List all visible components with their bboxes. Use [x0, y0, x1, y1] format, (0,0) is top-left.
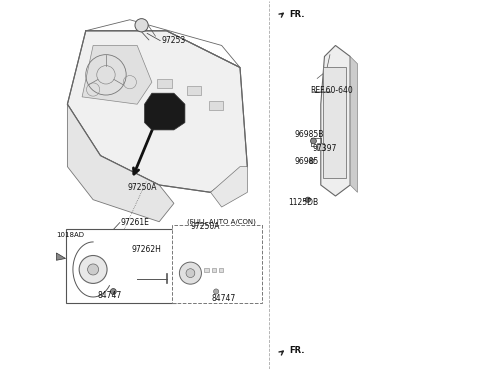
Circle shape: [135, 18, 148, 32]
Circle shape: [186, 269, 195, 278]
Circle shape: [214, 289, 219, 294]
Polygon shape: [56, 253, 66, 260]
Bar: [187, 86, 202, 95]
Circle shape: [180, 262, 202, 284]
Circle shape: [309, 159, 314, 164]
Circle shape: [311, 138, 316, 144]
Text: 97250A: 97250A: [128, 184, 157, 192]
Bar: [157, 78, 172, 88]
Text: 84747: 84747: [97, 292, 122, 300]
Polygon shape: [321, 46, 350, 196]
FancyBboxPatch shape: [172, 225, 262, 303]
Bar: [209, 101, 224, 110]
Bar: [317, 143, 324, 150]
Circle shape: [305, 197, 311, 202]
Bar: [212, 268, 216, 272]
Polygon shape: [67, 104, 174, 222]
Text: 84747: 84747: [211, 295, 236, 303]
Text: (FULL AUTO A/CON): (FULL AUTO A/CON): [187, 218, 256, 225]
Text: 97262H: 97262H: [132, 245, 162, 254]
Text: REF.60-640: REF.60-640: [310, 86, 352, 95]
Circle shape: [110, 289, 116, 295]
Text: 1125DB: 1125DB: [288, 198, 319, 207]
Text: 96985B: 96985B: [294, 130, 324, 139]
Text: 97261E: 97261E: [120, 218, 150, 227]
Circle shape: [88, 264, 98, 275]
Polygon shape: [144, 93, 185, 130]
Text: 1018AD: 1018AD: [56, 232, 84, 238]
Bar: [204, 268, 209, 272]
Bar: [219, 268, 224, 272]
Text: 97397: 97397: [312, 144, 337, 153]
Circle shape: [79, 256, 107, 283]
Text: 97253: 97253: [161, 36, 185, 45]
Text: 97250A: 97250A: [191, 222, 220, 231]
Text: FR.: FR.: [289, 346, 304, 356]
Bar: [323, 67, 347, 178]
Polygon shape: [82, 46, 152, 104]
Text: 96985: 96985: [294, 157, 319, 166]
Polygon shape: [350, 57, 358, 192]
Polygon shape: [67, 31, 247, 192]
Polygon shape: [211, 166, 247, 207]
Text: FR.: FR.: [289, 10, 304, 19]
FancyBboxPatch shape: [66, 229, 176, 303]
